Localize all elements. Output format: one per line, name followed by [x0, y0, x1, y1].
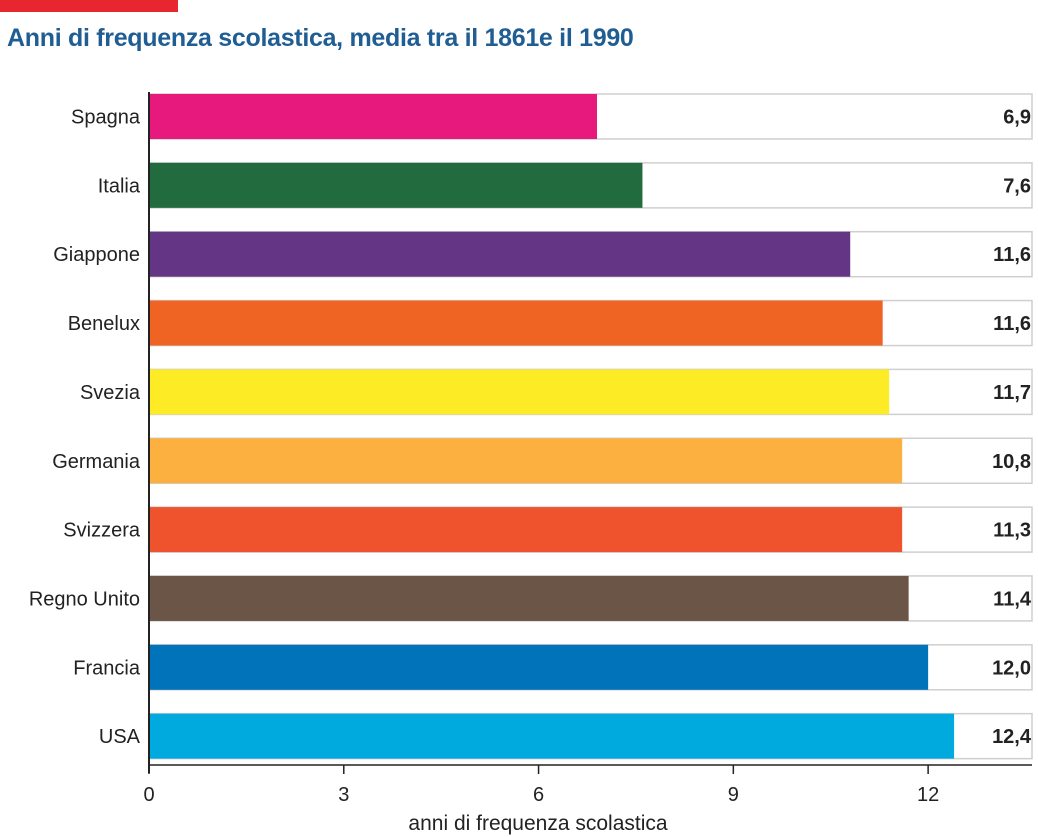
bar [149, 300, 883, 346]
chart-title: Anni di frequenza scolastica, media tra … [7, 24, 634, 52]
bar [149, 94, 597, 139]
bar [149, 575, 909, 621]
bar-rows: Spagna 6,9 Italia 7,6 Giappone 11,6 Benelux 11,… [29, 93, 1033, 760]
value-label: 11,4 [993, 588, 1032, 610]
category-label: Regno Unito [29, 588, 140, 610]
category-label: Italia [98, 175, 141, 197]
x-tick-label: 3 [338, 784, 349, 806]
category-label: Giappone [53, 244, 140, 266]
bar [149, 369, 890, 415]
x-axis-title: anni di frequenza scolastica [408, 812, 667, 835]
accent-bar [0, 0, 178, 12]
value-label: 6,9 [1003, 107, 1031, 129]
x-tick-label: 0 [143, 784, 154, 806]
bar [149, 644, 929, 690]
x-tick-label: 9 [728, 784, 739, 806]
value-label: 11,6 [993, 244, 1031, 266]
bar [149, 231, 851, 277]
bar [149, 713, 955, 759]
value-label: 11,3 [993, 520, 1031, 542]
x-tick-label: 12 [917, 784, 939, 806]
value-label: 10,8 [992, 451, 1031, 473]
bar [149, 162, 643, 208]
value-label: 12,4 [992, 726, 1032, 748]
category-label: Francia [73, 657, 141, 679]
x-tick-label: 6 [533, 784, 544, 806]
value-label: 11,6 [993, 313, 1031, 335]
bar [149, 507, 903, 553]
category-label: USA [99, 726, 141, 748]
value-label: 12,0 [992, 657, 1031, 679]
bar [149, 438, 903, 484]
category-label: Svezia [80, 382, 141, 404]
category-label: Svizzera [63, 520, 141, 542]
category-label: Benelux [68, 313, 140, 335]
category-label: Germania [52, 451, 141, 473]
value-label: 7,6 [1003, 175, 1031, 197]
x-axis: 0 3 6 9 12 [143, 92, 1032, 806]
category-label: Spagna [71, 107, 141, 129]
value-label: 11,7 [993, 382, 1031, 404]
